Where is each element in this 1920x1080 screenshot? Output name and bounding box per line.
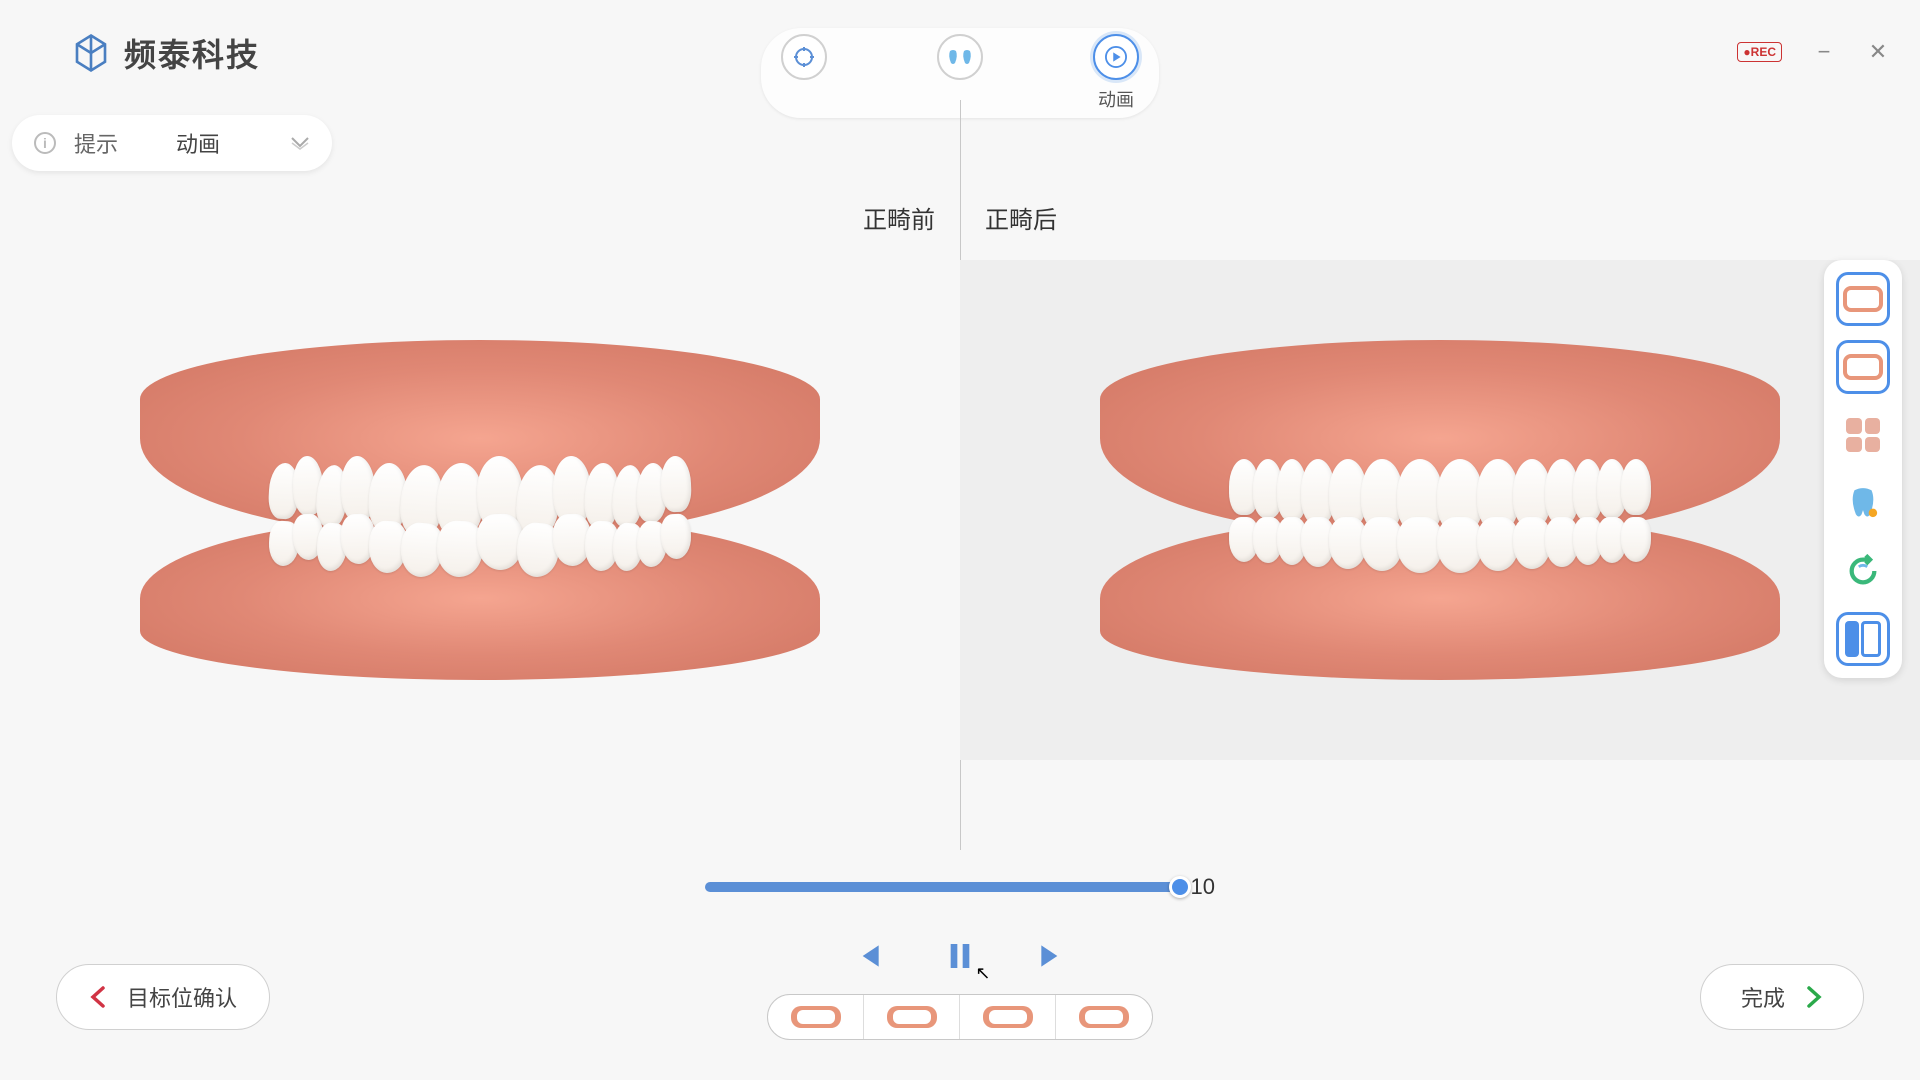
- before-label: 正畸前: [863, 200, 935, 235]
- grid-icon: [1846, 418, 1880, 452]
- playback-controls: [852, 940, 1068, 972]
- tooth-icon: [1846, 486, 1880, 520]
- chevron-left-icon: [89, 985, 107, 1009]
- compare-icon: [1845, 621, 1881, 657]
- after-pane[interactable]: [960, 260, 1920, 760]
- skip-back-button[interactable]: [852, 940, 884, 972]
- side-grid-view[interactable]: [1836, 408, 1890, 462]
- side-tooth-tool[interactable]: [1836, 476, 1890, 530]
- view-thumb-front[interactable]: [768, 995, 864, 1039]
- back-label: 目标位确认: [127, 981, 237, 1013]
- refresh-icon: [1846, 554, 1880, 588]
- pane-labels: 正畸前 正畸后: [863, 200, 1057, 235]
- right-side-panel: [1824, 260, 1902, 678]
- chevron-right-icon: [1805, 985, 1823, 1009]
- teeth-model-after: [1100, 340, 1780, 680]
- next-button[interactable]: 完成: [1700, 964, 1864, 1030]
- teeth-model-before: [140, 340, 820, 680]
- back-button[interactable]: 目标位确认: [56, 964, 270, 1030]
- side-open-view[interactable]: [1836, 340, 1890, 394]
- before-pane[interactable]: [0, 260, 960, 760]
- slider-track[interactable]: [705, 882, 1181, 892]
- view-thumb-lower[interactable]: [960, 995, 1056, 1039]
- slider-value: 10: [1191, 874, 1215, 900]
- pause-button[interactable]: [944, 940, 976, 972]
- view-thumbnails: [767, 994, 1153, 1040]
- next-label: 完成: [1741, 981, 1785, 1013]
- view-thumb-side[interactable]: [1056, 995, 1152, 1039]
- side-refresh[interactable]: [1836, 544, 1890, 598]
- side-compare[interactable]: [1836, 612, 1890, 666]
- after-label: 正畸后: [985, 200, 1057, 235]
- timeline-slider[interactable]: 10: [705, 874, 1215, 900]
- view-thumb-upper[interactable]: [864, 995, 960, 1039]
- skip-forward-button[interactable]: [1036, 940, 1068, 972]
- viewport: 正畸前 正畸后: [0, 0, 1920, 1080]
- side-front-view[interactable]: [1836, 272, 1890, 326]
- slider-thumb[interactable]: [1169, 876, 1191, 898]
